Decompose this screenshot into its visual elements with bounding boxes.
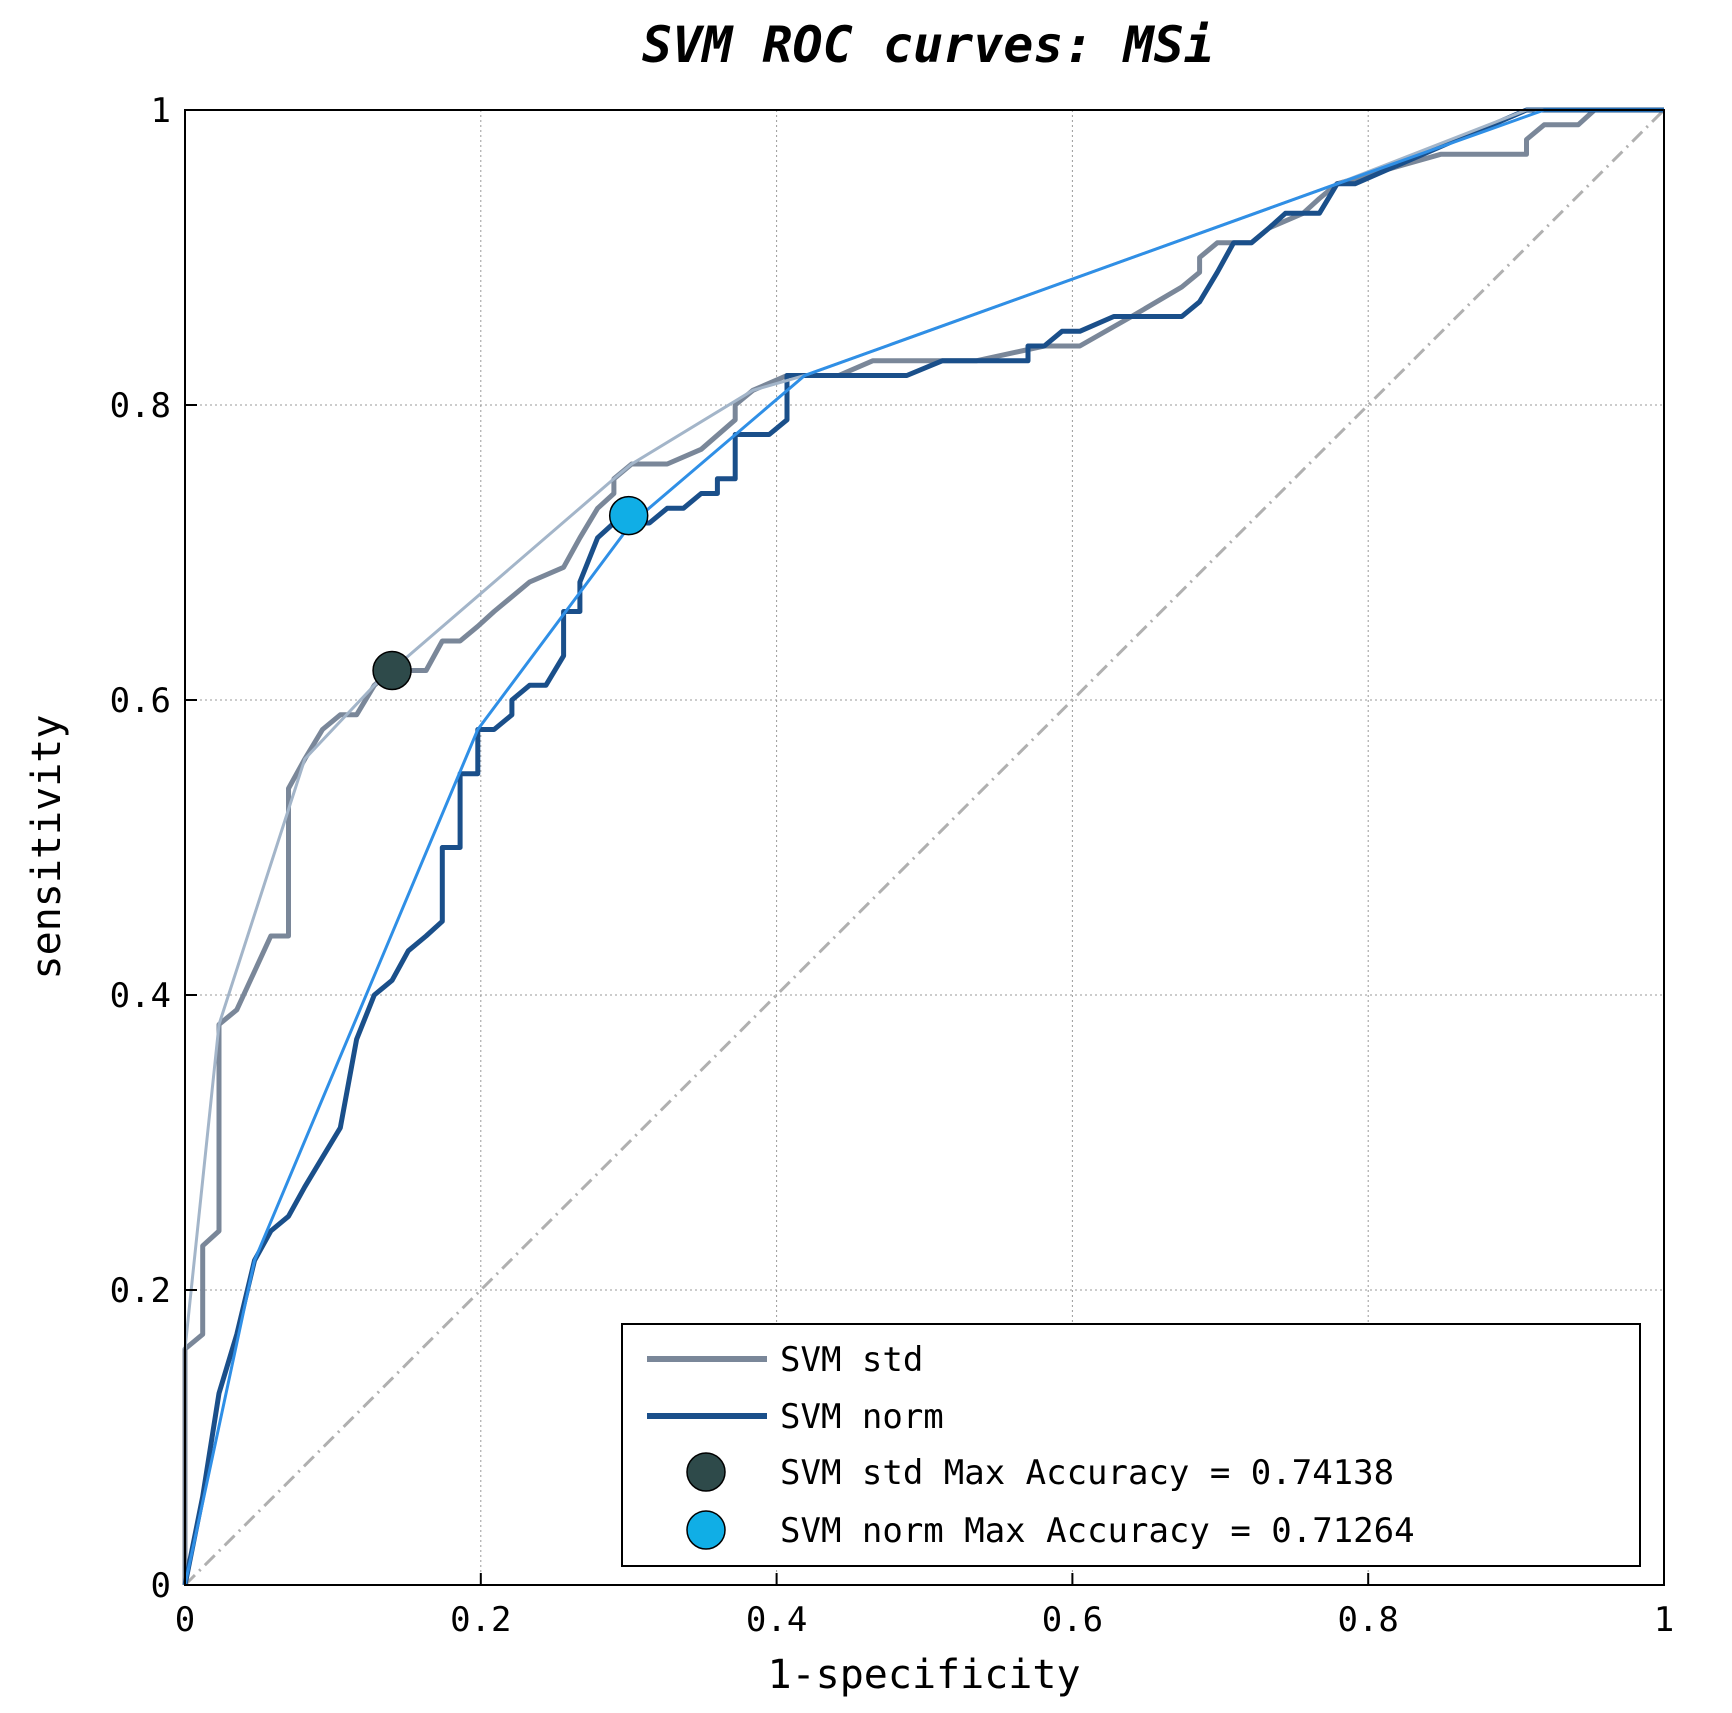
axis-ticks: 0 0.2 0.4 0.6 0.8 1 0 0.2 0.4 0.6 0.8 1 <box>110 91 1675 1640</box>
diagonal-reference-line <box>183 108 1666 1587</box>
legend-label-norm: SVM norm <box>780 1397 944 1437</box>
x-tick-label: 0 <box>175 1600 195 1640</box>
x-tick-label: 0.6 <box>1042 1600 1103 1640</box>
legend-label-std-point: SVM std Max Accuracy = 0.74138 <box>780 1453 1394 1493</box>
x-tick-label: 0.8 <box>1337 1600 1398 1640</box>
y-tick-label: 0 <box>151 1566 171 1606</box>
series-line-svm-norm <box>182 107 1664 1586</box>
chart-title: SVM ROC curves: MSi <box>642 16 1214 74</box>
x-tick-label: 0.4 <box>746 1600 807 1640</box>
max-accuracy-point-std <box>372 650 412 691</box>
y-tick-label: 0.6 <box>110 681 171 721</box>
legend-marker-std-point <box>686 1452 726 1492</box>
grid <box>185 110 1664 1585</box>
y-tick-label: 1 <box>151 91 171 131</box>
points-layer <box>372 495 649 691</box>
legend-box <box>621 1323 1641 1567</box>
plot-area: 0 0.2 0.4 0.6 0.8 1 0 0.2 0.4 0.6 0.8 1 <box>110 91 1675 1640</box>
y-tick-label: 0.2 <box>110 1271 171 1311</box>
plot-frame <box>184 109 1665 1586</box>
x-tick-label: 1 <box>1654 1600 1674 1640</box>
x-axis-label: 1-specificity <box>767 1652 1080 1698</box>
max-accuracy-point-norm <box>608 495 649 536</box>
y-tick-label: 0.8 <box>110 386 171 426</box>
legend-marker-norm-point <box>686 1510 726 1550</box>
legend-label-norm-point: SVM norm Max Accuracy = 0.71264 <box>780 1511 1415 1551</box>
x-tick-label: 0.2 <box>450 1600 511 1640</box>
y-tick-label: 0.4 <box>110 976 171 1016</box>
series-layer <box>182 107 1664 1586</box>
hull-line-svm-norm <box>183 108 1664 1586</box>
y-axis-label: sensitivity <box>24 715 70 980</box>
hull-line-svm-std <box>183 108 1664 1350</box>
legend: SVM std SVM norm SVM std Max Accuracy = … <box>621 1323 1641 1567</box>
legend-label-std: SVM std <box>780 1340 923 1380</box>
